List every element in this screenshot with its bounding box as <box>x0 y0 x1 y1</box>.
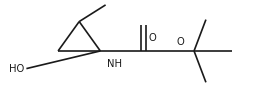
Text: HO: HO <box>9 64 25 74</box>
Text: NH: NH <box>107 59 122 69</box>
Text: O: O <box>149 33 156 43</box>
Text: O: O <box>176 37 184 47</box>
